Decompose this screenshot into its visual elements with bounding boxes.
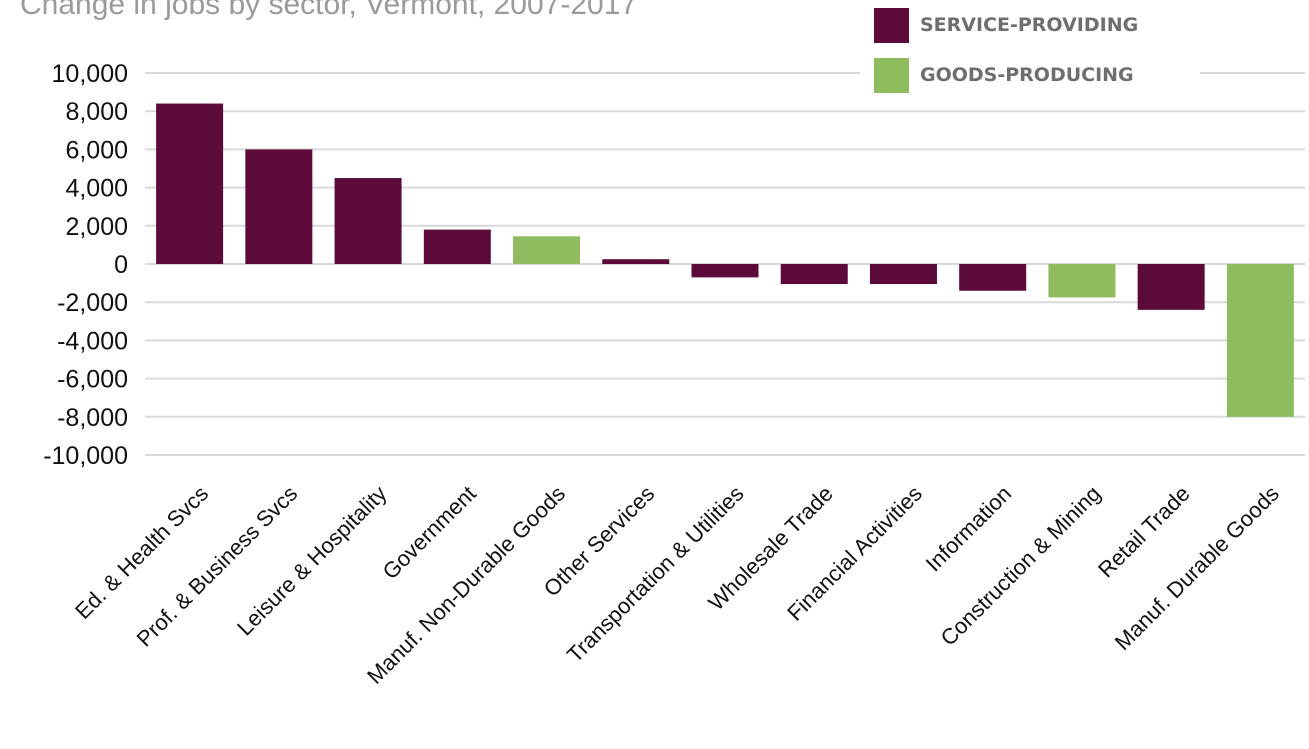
y-tick-label: -4,000 [57, 327, 128, 355]
x-tick-label: Prof. & Business Svcs [132, 481, 303, 652]
bar-information [959, 264, 1027, 291]
y-tick-label: -2,000 [57, 289, 128, 317]
bar-leisure-hospitality [334, 178, 402, 264]
legend-background [860, 0, 1200, 105]
bar-government [423, 229, 491, 264]
x-tick-label: Leisure & Hospitality [232, 481, 391, 640]
legend-label-service-providing: SERVICE-PROVIDING [920, 14, 1138, 36]
x-tick-label: Information [921, 481, 1017, 577]
y-tick-label: -8,000 [57, 404, 128, 432]
legend-label-goods-producing: GOODS-PRODUCING [920, 64, 1134, 86]
y-tick-label: -6,000 [57, 366, 128, 394]
y-axis-ticks: 10,000 8,000 6,000 4,000 2,000 0 -2,000 -4,000 -… [43, 60, 128, 470]
bar-transportation-utilities [691, 264, 759, 278]
y-tick-label: 10,000 [52, 60, 128, 88]
y-tick-label: 0 [114, 251, 128, 279]
x-tick-label: Construction & Mining [936, 481, 1106, 651]
y-tick-label: 4,000 [65, 175, 128, 203]
bar-retail-trade [1137, 264, 1205, 310]
bars [156, 103, 1294, 417]
x-tick-label: Manuf. Durable Goods [1110, 481, 1284, 655]
legend: SERVICE-PROVIDING GOODS-PRODUCING [860, 0, 1200, 105]
y-tick-label: 2,000 [65, 213, 128, 241]
x-tick-label: Transportation & Utilities [562, 481, 749, 668]
y-tick-label: 6,000 [65, 136, 128, 164]
bar-manuf-non-durable-goods [513, 236, 581, 264]
chart-title: Change in jobs by sector, Vermont, 2007-… [20, 0, 637, 21]
y-tick-label: 8,000 [65, 98, 128, 126]
y-tick-label: -10,000 [43, 442, 128, 470]
legend-swatch-service-providing [874, 8, 909, 43]
bar-manuf-durable-goods [1226, 264, 1294, 417]
bar-financial-activities [869, 264, 937, 285]
bar-ed-health-svcs [156, 103, 224, 264]
bar-construction-mining [1048, 264, 1116, 298]
bar-other-services [602, 259, 670, 264]
bar-prof-business-svcs [245, 149, 313, 264]
bar-wholesale-trade [780, 264, 848, 285]
legend-swatch-goods-producing [874, 58, 909, 93]
